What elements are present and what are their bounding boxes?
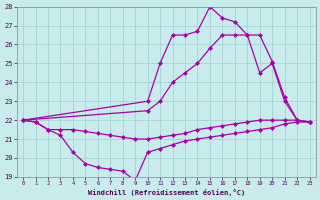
X-axis label: Windchill (Refroidissement éolien,°C): Windchill (Refroidissement éolien,°C) [88, 189, 245, 196]
